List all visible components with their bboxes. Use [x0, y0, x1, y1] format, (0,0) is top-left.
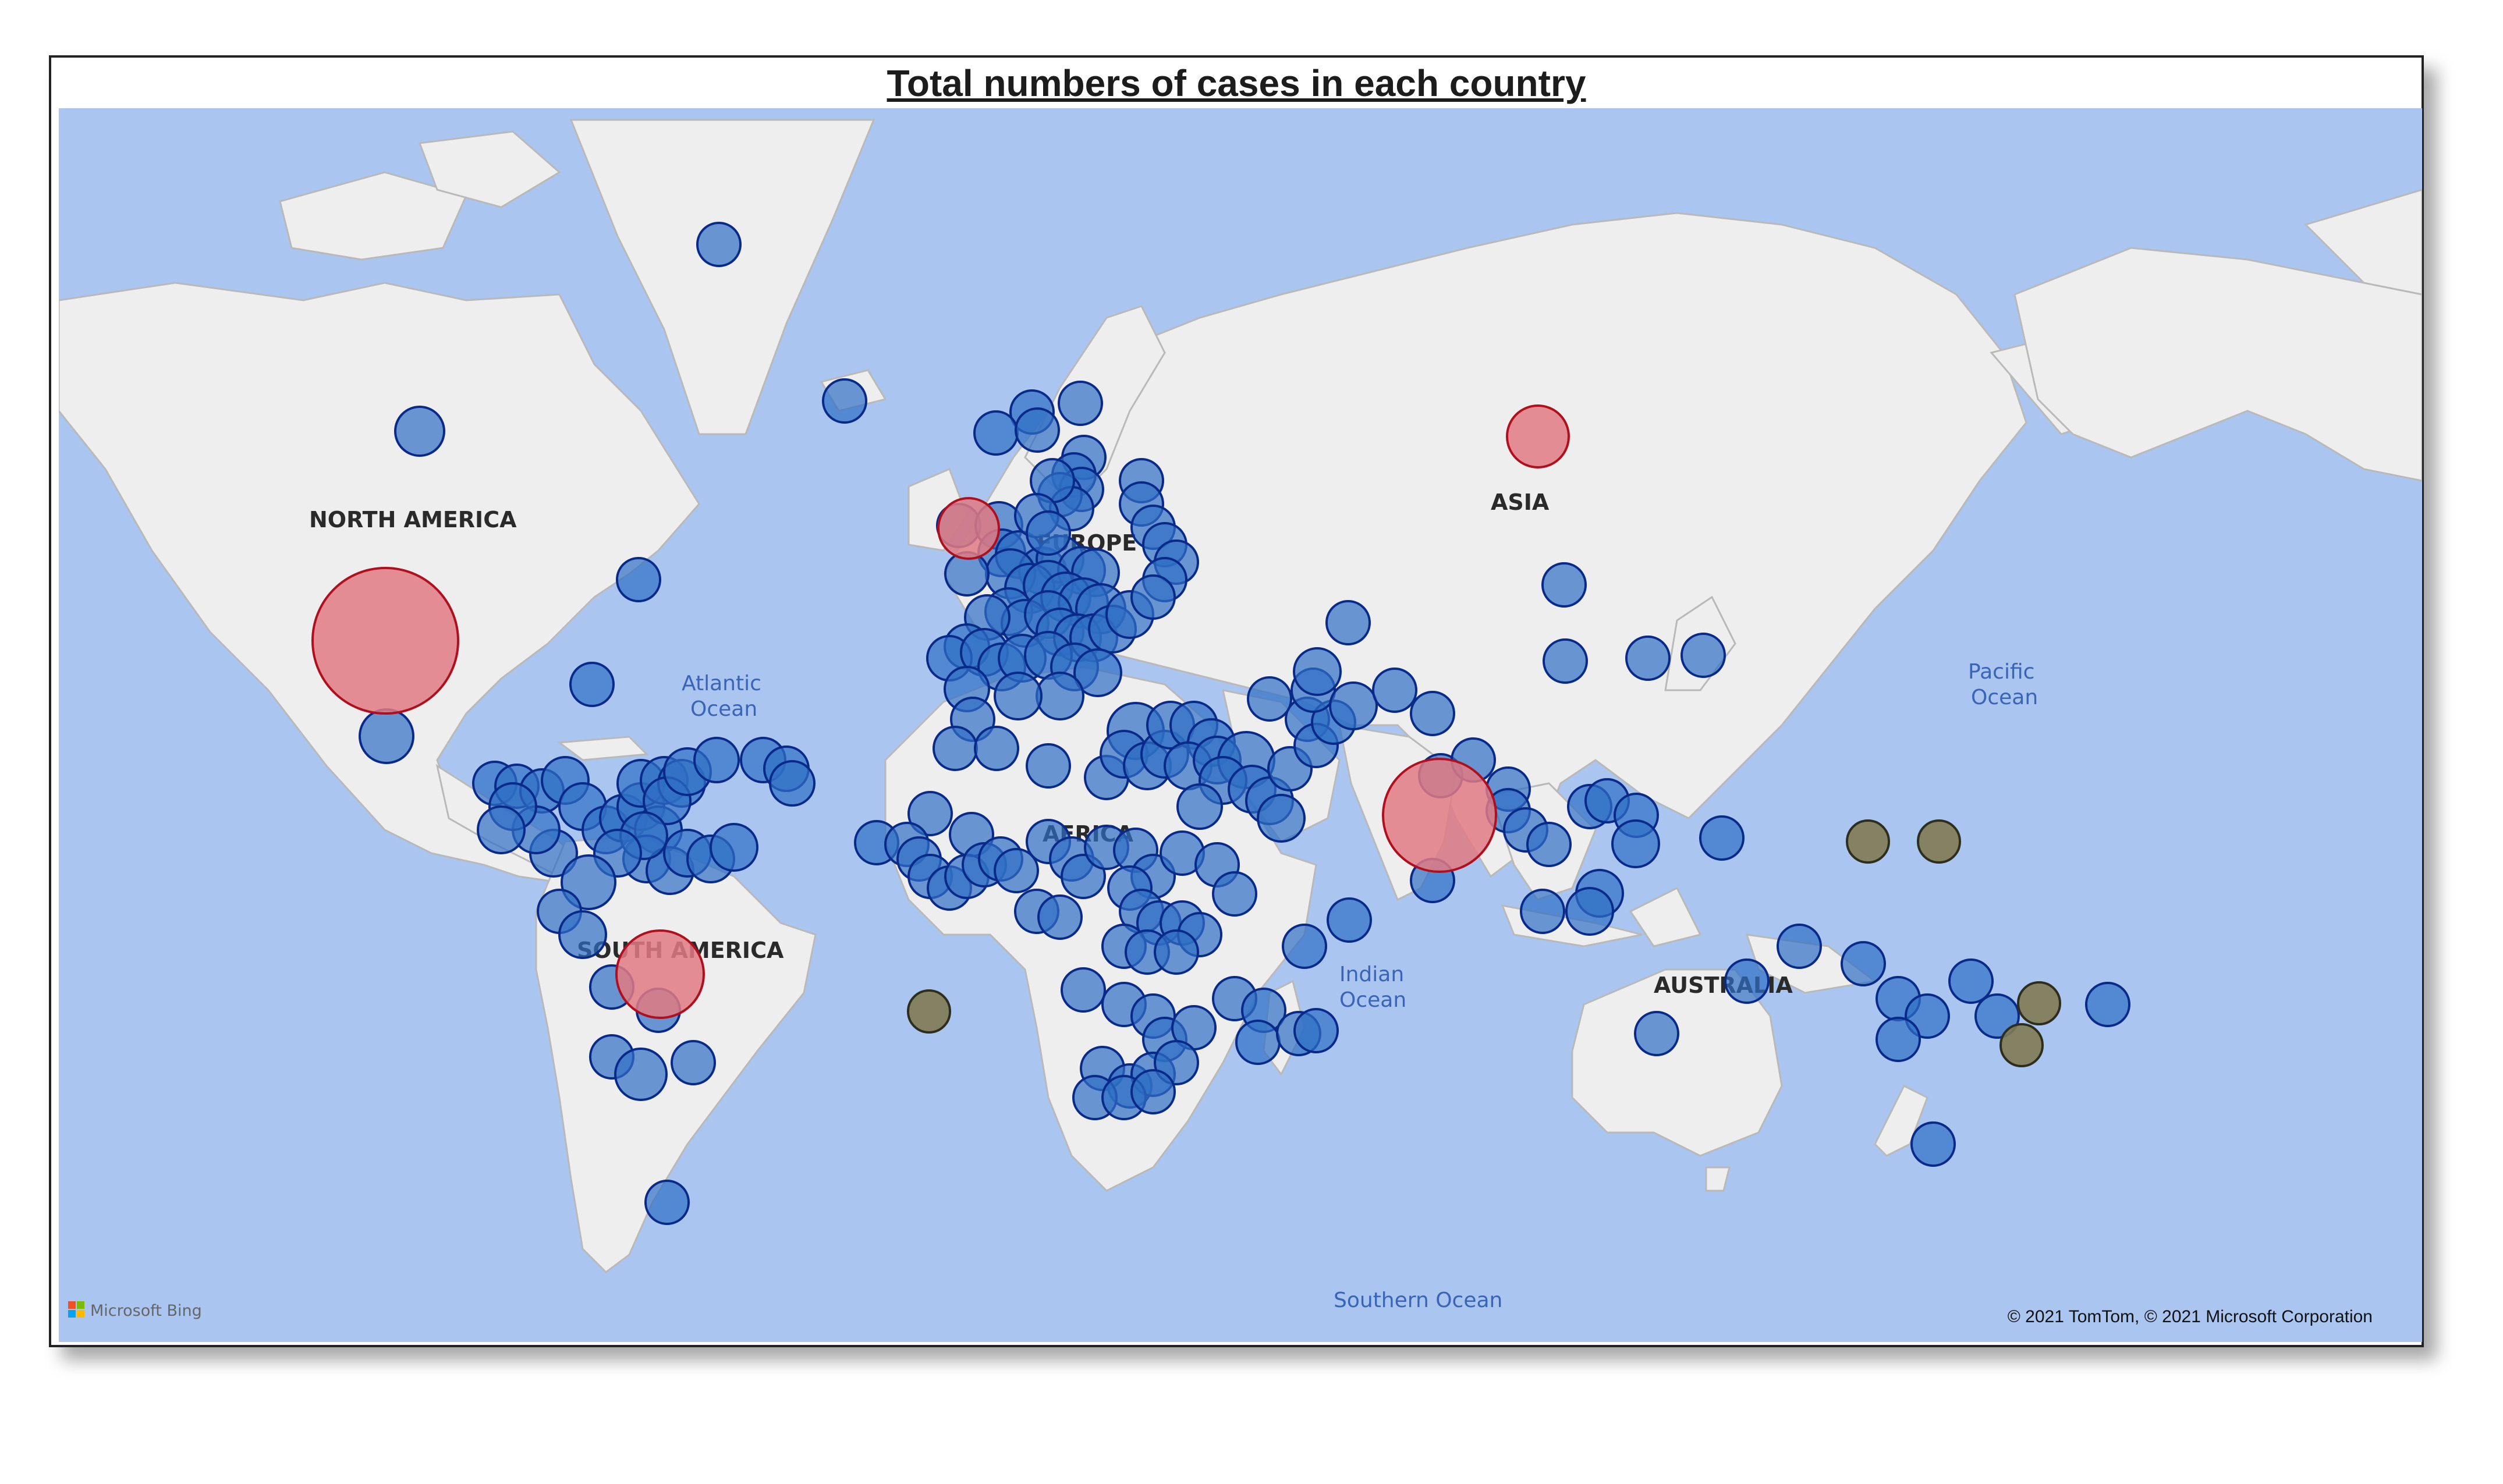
map-title: Total numbers of cases in each country [887, 62, 1586, 104]
country-bubble[interactable] [1410, 691, 1455, 736]
country-bubble[interactable] [1257, 794, 1306, 843]
world-map[interactable]: NORTH AMERICA SOUTH AMERICA EUROPE AFRIC… [59, 108, 2422, 1342]
country-bubble[interactable] [974, 726, 1019, 771]
country-bubble[interactable] [1999, 1023, 2044, 1067]
country-bubble[interactable] [1611, 819, 1660, 868]
country-bubble[interactable] [311, 567, 459, 715]
country-bubble[interactable] [1382, 758, 1497, 873]
country-bubble[interactable] [1327, 897, 1372, 943]
country-bubble[interactable] [1154, 929, 1199, 975]
country-bubble[interactable] [359, 708, 414, 764]
country-bubble[interactable] [1293, 647, 1342, 696]
country-bubble[interactable] [1846, 819, 1890, 864]
country-bubble[interactable] [1026, 743, 1071, 789]
country-bubble[interactable] [1061, 967, 1106, 1013]
country-bubble[interactable] [994, 672, 1043, 720]
label-atlantic-1: Atlantic [682, 672, 761, 695]
country-bubble[interactable] [1724, 958, 1770, 1004]
country-bubble[interactable] [933, 726, 978, 771]
label-north-america: NORTH AMERICA [309, 507, 517, 532]
country-bubble[interactable] [1325, 600, 1371, 645]
country-bubble[interactable] [1777, 924, 1822, 969]
country-bubble[interactable] [1699, 815, 1745, 861]
bubble-layer[interactable] [311, 222, 2130, 1225]
country-bubble[interactable] [1541, 562, 1587, 608]
label-pacific-2: Ocean [1971, 686, 2038, 709]
country-bubble[interactable] [1037, 894, 1083, 940]
country-bubble[interactable] [1681, 633, 1726, 678]
country-bubble[interactable] [1130, 1069, 1176, 1114]
country-bubble[interactable] [1526, 822, 1572, 867]
country-bubble[interactable] [1247, 676, 1292, 722]
country-bubble[interactable] [696, 222, 742, 267]
country-bubble[interactable] [477, 805, 526, 854]
country-bubble[interactable] [615, 929, 705, 1019]
country-bubble[interactable] [394, 406, 445, 457]
country-bubble[interactable] [1841, 941, 1886, 986]
country-bubble[interactable] [1235, 1020, 1281, 1065]
country-bubble[interactable] [1543, 638, 1588, 684]
country-bubble[interactable] [1293, 1008, 1339, 1053]
country-bubble[interactable] [1036, 672, 1084, 720]
country-bubble[interactable] [616, 557, 661, 602]
label-pacific-1: Pacific [1968, 660, 2034, 684]
country-bubble[interactable] [1506, 404, 1570, 468]
microsoft-bing-logo: Microsoft Bing [68, 1301, 202, 1320]
country-bubble[interactable] [1948, 958, 1994, 1004]
country-bubble[interactable] [1282, 924, 1327, 969]
country-bubble[interactable] [569, 662, 615, 707]
country-bubble[interactable] [1329, 681, 1378, 730]
country-bubble[interactable] [1565, 887, 1614, 936]
country-bubble[interactable] [671, 1040, 716, 1085]
country-bubble[interactable] [1917, 819, 1961, 864]
country-bubble[interactable] [1058, 381, 1103, 426]
label-indian-2: Ocean [1339, 988, 1406, 1012]
country-bubble[interactable] [2017, 981, 2061, 1025]
country-bubble[interactable] [907, 989, 951, 1034]
country-bubble[interactable] [1015, 407, 1060, 453]
country-bubble[interactable] [1176, 783, 1223, 830]
label-australia: AUSTRALIA [1654, 972, 1793, 998]
country-bubble[interactable] [1876, 1017, 1921, 1062]
label-asia: ASIA [1491, 489, 1550, 515]
label-indian-1: Indian [1339, 963, 1404, 986]
country-bubble[interactable] [1625, 636, 1671, 681]
label-atlantic-2: Ocean [690, 697, 757, 721]
country-bubble[interactable] [822, 378, 867, 424]
country-bubble[interactable] [1372, 668, 1417, 713]
country-bubble[interactable] [1212, 871, 1257, 917]
country-bubble[interactable] [1520, 889, 1565, 934]
country-bubble[interactable] [1130, 574, 1176, 620]
country-bubble[interactable] [1026, 510, 1071, 556]
country-bubble[interactable] [973, 410, 1019, 456]
country-bubble[interactable] [710, 823, 758, 872]
country-bubble[interactable] [2085, 982, 2130, 1027]
bing-text: Microsoft Bing [90, 1302, 202, 1320]
country-bubble[interactable] [614, 1048, 668, 1101]
country-bubble[interactable] [769, 760, 816, 807]
country-bubble[interactable] [693, 737, 740, 783]
country-bubble[interactable] [1634, 1011, 1679, 1056]
label-southern-ocean: Southern Ocean [1334, 1288, 1502, 1312]
country-bubble[interactable] [558, 910, 607, 959]
country-bubble[interactable] [1910, 1121, 1956, 1167]
country-bubble[interactable] [937, 497, 1000, 560]
attribution-text: © 2021 TomTom, © 2021 Microsoft Corporat… [2008, 1307, 2373, 1326]
country-bubble[interactable] [1073, 648, 1122, 697]
country-bubble[interactable] [994, 848, 1039, 893]
country-bubble[interactable] [644, 1180, 690, 1225]
country-bubble[interactable] [1974, 993, 2020, 1039]
country-bubble[interactable] [907, 791, 953, 836]
